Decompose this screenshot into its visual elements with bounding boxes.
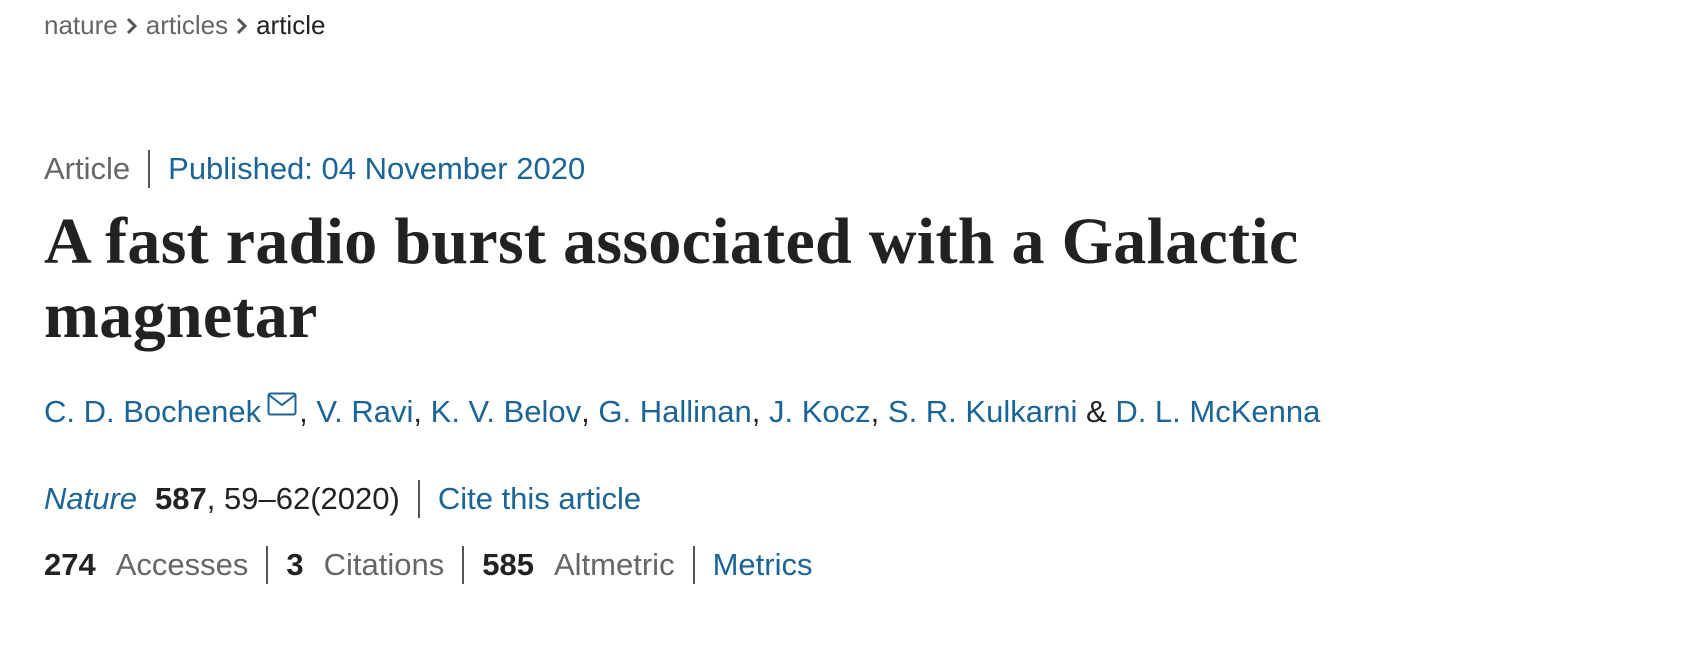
author-separator: , xyxy=(299,394,317,429)
divider xyxy=(266,546,269,584)
cite-link[interactable]: Cite this article xyxy=(437,481,642,516)
divider xyxy=(417,480,420,518)
breadcrumbs: nature articles article xyxy=(44,10,325,41)
divider xyxy=(692,546,695,584)
author-separator: , xyxy=(870,394,888,429)
author-link[interactable]: K. V. Belov xyxy=(430,394,582,429)
article-type: Article xyxy=(44,151,131,186)
metric-value: 274 xyxy=(44,547,96,582)
author-separator: , xyxy=(413,394,431,429)
metric-value: 3 xyxy=(286,547,304,582)
metric-value: 585 xyxy=(482,547,534,582)
breadcrumb-link[interactable]: articles xyxy=(145,10,229,40)
metrics-bar: 274 Accesses 3 Citations 585 Altmetric Metrics xyxy=(44,546,812,584)
published-date: Published: 04 November 2020 xyxy=(168,151,586,186)
metric-label: Accesses xyxy=(115,547,249,582)
journal-pages: , 59–62 xyxy=(206,481,311,516)
metric-label: Citations xyxy=(323,547,445,582)
divider xyxy=(462,546,465,584)
email-icon[interactable] xyxy=(267,392,297,416)
journal-info: Nature 587 , 59–62 (2020) Cite this arti… xyxy=(44,480,641,518)
breadcrumb-current: article xyxy=(256,10,326,40)
author-link[interactable]: D. L. McKenna xyxy=(1115,394,1321,429)
journal-year: (2020) xyxy=(310,481,400,516)
journal-name[interactable]: Nature xyxy=(44,481,138,516)
author-list: C. D. Bochenek, V. Ravi, K. V. Belov, G.… xyxy=(44,392,1320,432)
article-title: A fast radio burst associated with a Gal… xyxy=(44,205,1299,352)
article-meta: Article Published: 04 November 2020 xyxy=(44,150,585,188)
chevron-icon xyxy=(126,17,137,34)
chevron-icon xyxy=(237,17,248,34)
author-separator: , xyxy=(751,394,769,429)
author-link[interactable]: G. Hallinan xyxy=(598,394,752,429)
author-link[interactable]: C. D. Bochenek xyxy=(44,394,262,429)
metric-label: Altmetric xyxy=(554,547,675,582)
author-separator: & xyxy=(1077,394,1116,429)
author-separator: , xyxy=(581,394,599,429)
author-link[interactable]: J. Kocz xyxy=(769,394,871,429)
author-link[interactable]: V. Ravi xyxy=(316,394,414,429)
divider xyxy=(148,150,151,188)
metrics-link[interactable]: Metrics xyxy=(712,547,813,582)
journal-volume: 587 xyxy=(155,481,207,516)
author-link[interactable]: S. R. Kulkarni xyxy=(887,394,1078,429)
breadcrumb-link[interactable]: nature xyxy=(44,10,118,40)
